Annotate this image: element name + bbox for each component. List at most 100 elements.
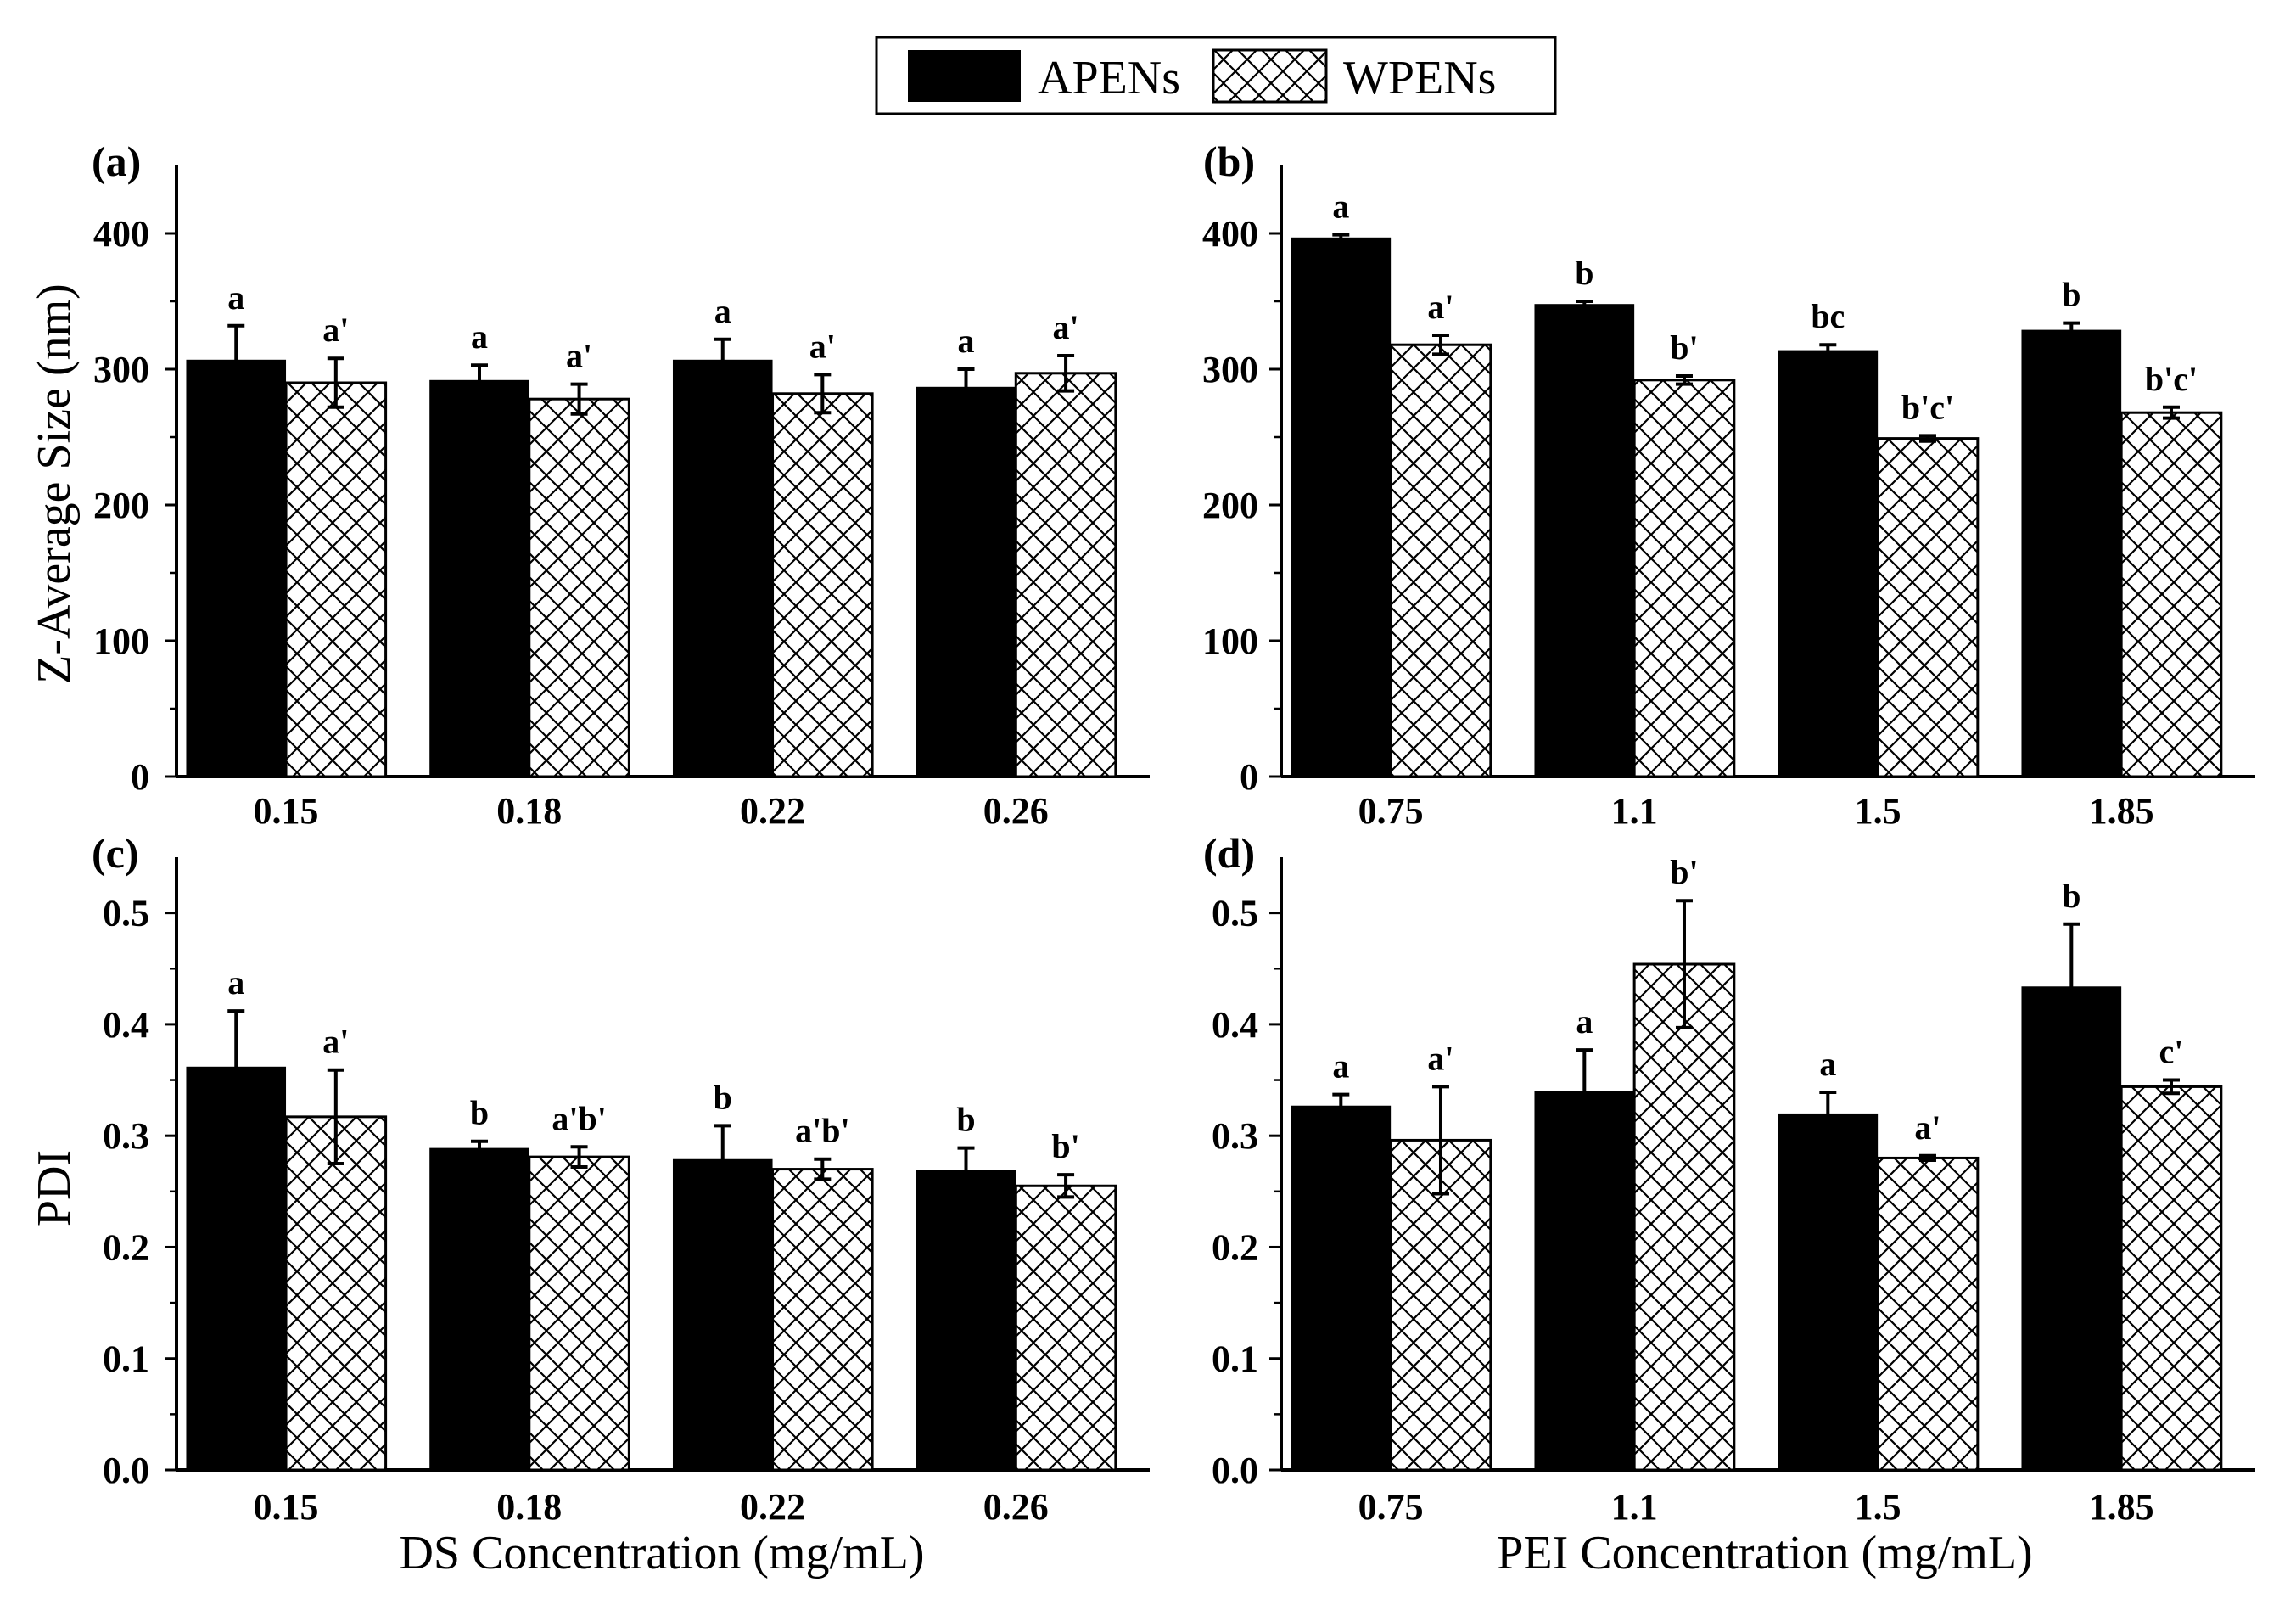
- significance-letter: a: [1819, 1045, 1836, 1083]
- significance-letter: b: [470, 1094, 489, 1132]
- y-tick-label: 0.1: [1212, 1338, 1258, 1380]
- panel-label: (a): [92, 137, 141, 185]
- x-tick-label: 0.15: [254, 790, 319, 832]
- bar-apens: [1534, 304, 1635, 777]
- bar-wpens: [1876, 1156, 1980, 1472]
- bar-apens: [916, 1170, 1016, 1470]
- panel-a: 0 100 200 300 400 (a) Z-Average Size (nm) a a' 0.…: [28, 137, 1150, 832]
- y-tick-label: 300: [1202, 349, 1258, 390]
- significance-letter: b'c': [2145, 360, 2198, 398]
- bar-apens: [429, 379, 529, 777]
- bar-wpens: [771, 1168, 874, 1472]
- bar-wpens: [1632, 379, 1736, 778]
- bar-apens: [429, 1147, 529, 1470]
- significance-letter: bc: [1811, 297, 1845, 335]
- bar-wpens: [1014, 372, 1117, 778]
- y-tick-label: 200: [93, 485, 149, 526]
- bar-wpens: [1876, 437, 1980, 778]
- x-tick-label: 0.15: [254, 1486, 319, 1528]
- significance-letter: a': [1053, 308, 1079, 346]
- significance-letter: a': [809, 327, 836, 365]
- y-tick-label: 0.2: [103, 1226, 149, 1268]
- significance-letter: a: [227, 963, 244, 1001]
- panel-label: (c): [92, 829, 139, 877]
- y-tick-label: 100: [93, 620, 149, 662]
- panel-label: (d): [1203, 829, 1255, 877]
- y-tick-label: 0.0: [103, 1450, 149, 1491]
- panel-label: (b): [1203, 137, 1255, 185]
- bar-wpens: [771, 392, 874, 778]
- x-tick-label: 1.5: [1855, 1486, 1901, 1528]
- panel-c: 0.0 0.1 0.2 0.3 0.4 0.5 (c) PDI DS Concentration…: [28, 829, 1150, 1579]
- bar-apens: [1291, 1105, 1392, 1470]
- bar-wpens: [284, 381, 388, 778]
- x-tick-label: 0.22: [740, 790, 805, 832]
- x-tick-label: 0.26: [983, 790, 1049, 832]
- x-tick-label: 1.1: [1611, 790, 1658, 832]
- significance-letter: a': [1427, 1039, 1453, 1077]
- y-axis-title: Z-Average Size (nm): [28, 283, 81, 684]
- y-tick-label: 0.4: [1212, 1004, 1258, 1046]
- significance-letter: b: [956, 1101, 975, 1139]
- bar-wpens: [1389, 343, 1492, 778]
- y-tick-label: 0.0: [1212, 1450, 1258, 1491]
- x-axis-title: DS Concentration (mg/mL): [399, 1527, 924, 1579]
- significance-letter: a: [714, 292, 731, 330]
- panel-d: 0.0 0.1 0.2 0.3 0.4 0.5 (d) PEI Concentration (…: [1203, 829, 2255, 1579]
- y-tick-label: 0.5: [1212, 893, 1258, 934]
- significance-letter: b: [2062, 877, 2080, 915]
- panel-b: 0 100 200 300 400 (b) a a' 0.75 b b' 1.1 bc b'c' 1.5 b b…: [1202, 137, 2255, 832]
- x-axis-title: PEI Concentration (mg/mL): [1497, 1527, 2032, 1579]
- x-tick-label: 1.1: [1611, 1486, 1658, 1528]
- bar-wpens: [528, 397, 630, 778]
- bar-apens: [1778, 1113, 1879, 1470]
- y-tick-label: 0.3: [103, 1115, 149, 1157]
- y-tick-label: 0.4: [103, 1004, 149, 1046]
- bar-apens: [186, 1066, 287, 1470]
- x-tick-label: 0.75: [1358, 790, 1424, 832]
- significance-letter: c': [2159, 1033, 2184, 1071]
- x-tick-label: 1.5: [1855, 790, 1901, 832]
- significance-letter: a': [1427, 288, 1453, 326]
- bar-apens: [2021, 329, 2122, 777]
- y-tick-label: 300: [93, 349, 149, 390]
- significance-letter: a: [1332, 1047, 1349, 1085]
- bar-wpens: [1632, 962, 1736, 1472]
- bar-apens: [916, 386, 1016, 777]
- bar-wpens: [528, 1155, 630, 1472]
- y-axis-title: PDI: [28, 1150, 81, 1226]
- x-tick-label: 0.22: [740, 1486, 805, 1528]
- significance-letter: a': [566, 337, 592, 375]
- bar-wpens: [1014, 1184, 1117, 1472]
- significance-letter: b': [1670, 853, 1698, 891]
- y-tick-label: 200: [1202, 485, 1258, 526]
- significance-letter: b': [1670, 328, 1698, 367]
- bar-apens: [2021, 986, 2122, 1470]
- y-tick-label: 0.1: [103, 1338, 149, 1380]
- y-tick-label: 0: [131, 756, 149, 798]
- significance-letter: b: [2062, 276, 2080, 314]
- significance-letter: b: [1575, 254, 1593, 292]
- bar-apens: [1778, 350, 1879, 777]
- y-tick-label: 100: [1202, 620, 1258, 662]
- bar-apens: [186, 359, 287, 777]
- significance-letter: a': [322, 311, 349, 349]
- legend-swatch-apens: [908, 50, 1021, 102]
- x-tick-label: 1.85: [2089, 1486, 2154, 1528]
- significance-letter: a: [227, 278, 244, 317]
- significance-letter: a'b': [552, 1099, 606, 1137]
- y-tick-label: 400: [1202, 213, 1258, 255]
- y-tick-label: 0.3: [1212, 1115, 1258, 1157]
- x-tick-label: 0.18: [496, 790, 562, 832]
- legend-swatch-wpens: [1212, 48, 1328, 104]
- y-tick-label: 0.2: [1212, 1226, 1258, 1268]
- bar-apens: [1291, 237, 1392, 777]
- x-tick-label: 0.75: [1358, 1486, 1424, 1528]
- significance-letter: a'b': [795, 1112, 849, 1150]
- significance-letter: b: [714, 1078, 732, 1116]
- y-tick-label: 400: [93, 213, 149, 255]
- bar-wpens: [2120, 411, 2223, 778]
- x-tick-label: 0.26: [983, 1486, 1049, 1528]
- bar-wpens: [284, 1115, 388, 1472]
